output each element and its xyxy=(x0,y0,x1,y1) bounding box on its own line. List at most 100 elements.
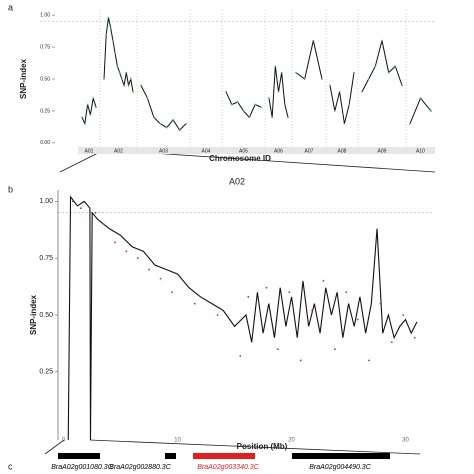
snp-point xyxy=(236,101,239,103)
x-tick-label: 30 xyxy=(402,438,409,444)
y-tick-label: 0.50 xyxy=(40,76,50,82)
snp-point xyxy=(92,97,95,100)
snp-point xyxy=(379,302,382,305)
snp-point xyxy=(185,122,187,125)
x-tick-label: A09 xyxy=(378,148,387,154)
snp-point xyxy=(159,122,162,125)
snp-point xyxy=(146,97,149,100)
snp-point xyxy=(274,65,277,68)
snp-point xyxy=(430,110,432,112)
y-tick-label: 0.75 xyxy=(40,44,50,50)
snp-point xyxy=(105,33,108,36)
gene xyxy=(58,453,100,459)
connector xyxy=(44,439,65,455)
snp-point xyxy=(102,223,105,225)
snp-line xyxy=(409,97,432,124)
gene xyxy=(292,453,390,459)
snp-point xyxy=(287,116,289,119)
y-tick-label: 0.75 xyxy=(39,255,53,262)
snp-point xyxy=(356,318,359,321)
snp-point xyxy=(283,103,286,106)
snp-point xyxy=(265,286,268,289)
snp-point xyxy=(343,122,346,125)
snp-point xyxy=(419,97,422,100)
snp-point xyxy=(94,211,97,214)
y-axis-label: SNP-index xyxy=(29,294,38,335)
snp-point xyxy=(79,207,82,210)
snp-point xyxy=(178,129,181,132)
gene-label: BraA02g003340.3C xyxy=(197,464,259,471)
snp-point xyxy=(89,113,92,116)
snp-line xyxy=(140,85,187,131)
snp-point xyxy=(242,110,245,112)
snp-point xyxy=(374,65,377,68)
snp-line xyxy=(67,195,418,441)
snp-point xyxy=(216,314,219,316)
snp-point xyxy=(172,118,175,121)
x-tick-label: A07 xyxy=(305,148,314,154)
y-tick-label: 0.50 xyxy=(39,312,53,319)
snp-point xyxy=(268,97,270,100)
snp-line xyxy=(295,40,323,80)
snp-point xyxy=(368,359,370,362)
snp-point xyxy=(81,116,83,119)
x-tick-label: A02 xyxy=(114,148,123,154)
x-tick-label: A06 xyxy=(274,148,283,154)
snp-point xyxy=(107,16,110,19)
snp-point xyxy=(387,71,390,74)
snp-point xyxy=(288,291,291,294)
snp-point xyxy=(152,116,155,119)
snp-point xyxy=(271,116,274,119)
x-tick-label: A08 xyxy=(338,148,347,154)
x-tick-label: A01 xyxy=(85,148,94,154)
panel-label: b xyxy=(8,184,13,194)
snp-point xyxy=(247,295,250,298)
gene xyxy=(165,453,176,459)
snp-point xyxy=(361,90,363,93)
gene xyxy=(193,453,255,459)
snp-point xyxy=(311,309,313,312)
snp-point xyxy=(248,116,251,119)
gene-label: BraA02g001080.3C xyxy=(51,464,113,471)
snp-point xyxy=(230,103,233,106)
snp-point xyxy=(125,71,128,74)
snp-point xyxy=(295,71,297,74)
snp-point xyxy=(312,39,315,42)
snp-point xyxy=(103,78,105,80)
panel-label: c xyxy=(8,461,13,471)
snp-point xyxy=(322,280,325,282)
x-tick-label: 0 xyxy=(62,438,66,444)
chart-title: A02 xyxy=(229,176,245,186)
snp-point xyxy=(348,103,351,106)
y-tick-label: 0.00 xyxy=(40,140,50,146)
panel-label: a xyxy=(8,2,13,12)
snp-point xyxy=(193,302,196,305)
snp-point xyxy=(413,336,416,339)
snp-point xyxy=(114,241,116,244)
snp-point xyxy=(148,268,151,271)
y-tick-label: 0.25 xyxy=(40,108,50,114)
snp-point xyxy=(132,90,134,93)
y-tick-label: 0.25 xyxy=(39,369,53,376)
snp-point xyxy=(381,39,383,42)
snp-point xyxy=(367,78,370,80)
snp-point xyxy=(118,71,121,74)
x-tick-label: A03 xyxy=(159,148,168,154)
snp-line xyxy=(329,72,355,124)
snp-point xyxy=(394,65,397,68)
x-strip xyxy=(78,147,435,154)
snp-point xyxy=(402,314,405,316)
snp-point xyxy=(345,291,348,294)
snp-point xyxy=(140,84,142,87)
y-tick-label: 1.00 xyxy=(40,12,50,18)
snp-point xyxy=(390,341,393,344)
snp-point xyxy=(109,26,112,29)
snp-point xyxy=(159,277,162,280)
snp-point xyxy=(95,106,97,109)
snp-point xyxy=(71,200,74,203)
snp-point xyxy=(125,250,128,253)
snp-point xyxy=(338,90,341,93)
snp-point xyxy=(333,110,336,112)
snp-point xyxy=(239,355,242,357)
